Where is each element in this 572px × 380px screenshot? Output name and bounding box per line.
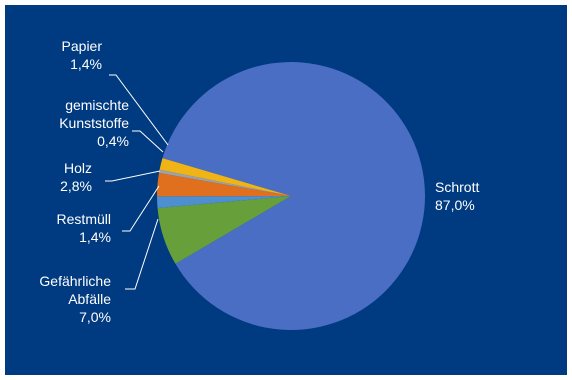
pie-slice-gefährliche-abfälle xyxy=(157,196,291,264)
pie-slice-holz xyxy=(156,172,291,197)
slice-value-label: 0,4% xyxy=(97,133,129,149)
slice-value-label: 1,4% xyxy=(70,56,102,72)
slice-label: Schrott 87,0% xyxy=(435,179,479,213)
slice-value-label: 1,4% xyxy=(79,229,111,245)
slice-label: Holz 2,8% xyxy=(60,160,92,194)
slice-value-label: 2,8% xyxy=(60,178,92,194)
pie-slice-gemischte-kunststoffe xyxy=(159,169,291,196)
pie-slice-schrott xyxy=(162,62,425,331)
leader-line xyxy=(122,185,160,232)
slice-name-label: Papier xyxy=(62,38,103,54)
slice-label: Restmüll 1,4% xyxy=(57,211,111,245)
slice-labels: Schrott 87,0% Gefährliche Abfälle 7,0% Restmü… xyxy=(39,38,479,325)
pie-slice-restmüll xyxy=(157,196,291,209)
pie-slices xyxy=(156,62,425,331)
slice-name-label: Kunststoffe xyxy=(59,115,129,131)
slice-value-label: 7,0% xyxy=(79,309,111,325)
leader-line xyxy=(105,170,161,182)
leader-lines xyxy=(105,74,169,290)
slice-name-label: gemischte xyxy=(65,97,129,113)
slice-label: Papier 1,4% xyxy=(62,38,103,72)
slice-name-label: Restmüll xyxy=(57,211,111,227)
slice-label: Gefährliche Abfälle 7,0% xyxy=(39,273,111,325)
slice-name-label: Gefährliche xyxy=(39,273,111,289)
leader-line xyxy=(125,218,159,290)
leader-line xyxy=(109,74,169,146)
slice-value-label: 87,0% xyxy=(435,197,475,213)
leader-line xyxy=(132,130,164,153)
slice-name-label: Schrott xyxy=(435,179,479,195)
pie-slice-papier xyxy=(159,158,291,196)
slice-label: gemischte Kunststoffe 0,4% xyxy=(59,97,129,149)
slice-name-label: Holz xyxy=(64,160,92,176)
pie-chart: Schrott 87,0% Gefährliche Abfälle 7,0% Restmü… xyxy=(39,38,479,331)
slice-name-label: Abfälle xyxy=(68,291,111,307)
chart-area: Schrott 87,0% Gefährliche Abfälle 7,0% Restmü… xyxy=(5,5,567,375)
